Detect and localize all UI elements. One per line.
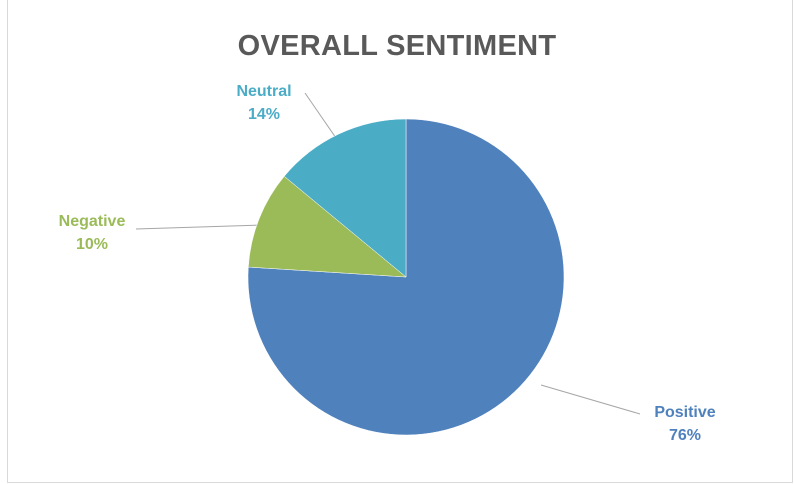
data-label-name: Neutral (236, 83, 292, 100)
pie-slice-negative (248, 175, 407, 278)
pie-slice-neutral (283, 118, 407, 278)
data-label-value: 76% (668, 427, 702, 444)
data-label-value: 10% (75, 236, 109, 253)
data-label-name: Negative (58, 213, 126, 230)
data-label-neutral: Neutral 14% (232, 80, 296, 126)
leader-line-neutral (304, 92, 337, 139)
leader-line-negative (135, 224, 264, 230)
leader-line-positive (540, 384, 641, 415)
chart-title: OVERALL SENTIMENT (237, 30, 557, 62)
data-label-positive: Positive 76% (650, 401, 720, 447)
data-label-name: Positive (654, 404, 716, 421)
data-label-negative: Negative 10% (50, 210, 134, 256)
data-label-value: 14% (247, 106, 281, 123)
